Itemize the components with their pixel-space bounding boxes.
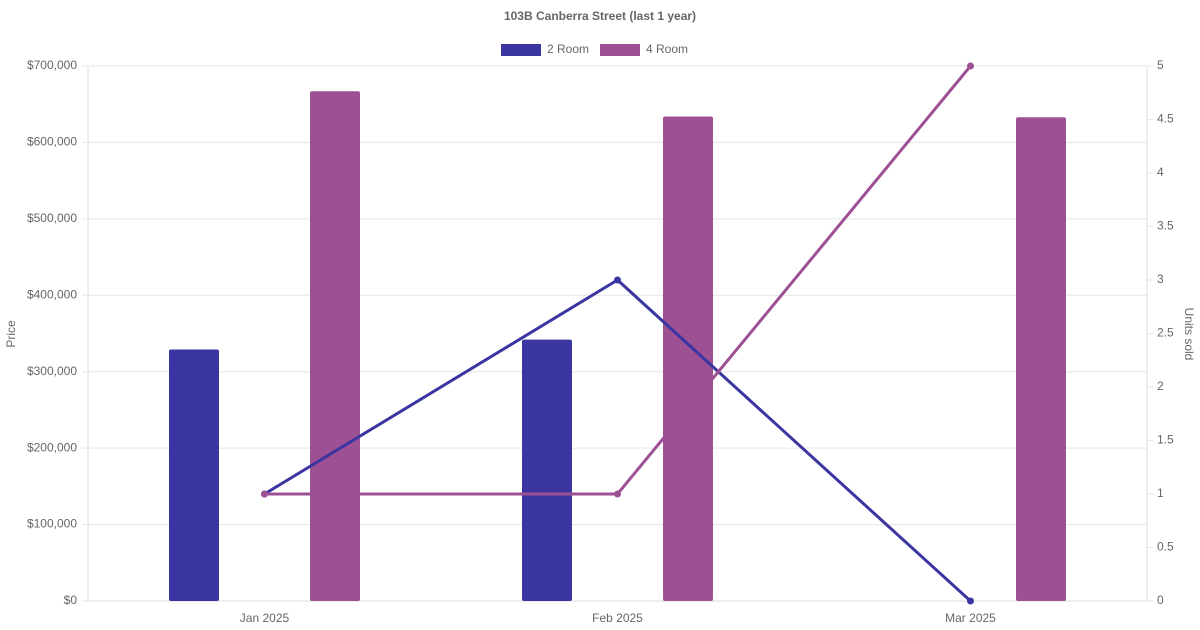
line-point	[614, 490, 621, 498]
y-tick-label: $500,000	[27, 211, 77, 225]
y2-tick-label: 2	[1157, 379, 1164, 393]
y2-tick-label: 4.5	[1157, 112, 1174, 126]
y2-axis-title: Units sold	[1182, 308, 1196, 361]
legend-label: 2 Room	[547, 42, 589, 56]
x-tick-label: Mar 2025	[945, 611, 996, 625]
y2-tick-label: 1	[1157, 486, 1164, 500]
y-tick-label: $400,000	[27, 287, 77, 301]
y2-tick-label: 4	[1157, 165, 1164, 179]
line-point	[261, 490, 268, 498]
x-tick-label: Feb 2025	[592, 611, 643, 625]
x-tick-label: Jan 2025	[240, 611, 290, 625]
y2-tick-label: 1.5	[1157, 433, 1174, 447]
y-tick-label: $0	[64, 593, 78, 607]
legend-swatch	[600, 44, 640, 56]
y-tick-label: $200,000	[27, 440, 77, 454]
y2-tick-label: 0	[1157, 593, 1164, 607]
legend-label: 4 Room	[646, 42, 688, 56]
y-tick-label: $300,000	[27, 364, 77, 378]
y2-tick-label: 3.5	[1157, 219, 1174, 233]
y2-tick-label: 2.5	[1157, 326, 1174, 340]
line	[263, 278, 972, 603]
y-tick-label: $600,000	[27, 135, 77, 149]
chart-title: 103B Canberra Street (last 1 year)	[504, 9, 696, 23]
bar	[663, 116, 713, 601]
y-axis-title: Price	[4, 320, 18, 348]
bar	[522, 339, 572, 601]
line-point	[967, 62, 974, 70]
legend-swatch	[501, 44, 541, 56]
bar	[310, 91, 360, 601]
y-tick-label: $700,000	[27, 58, 77, 72]
y-tick-label: $100,000	[27, 517, 77, 531]
bar	[1016, 117, 1066, 601]
line-point	[967, 597, 974, 605]
line-point	[614, 276, 621, 284]
bar	[169, 349, 219, 601]
y2-tick-label: 3	[1157, 272, 1164, 286]
y2-tick-label: 0.5	[1157, 540, 1174, 554]
y2-tick-label: 5	[1157, 58, 1164, 72]
